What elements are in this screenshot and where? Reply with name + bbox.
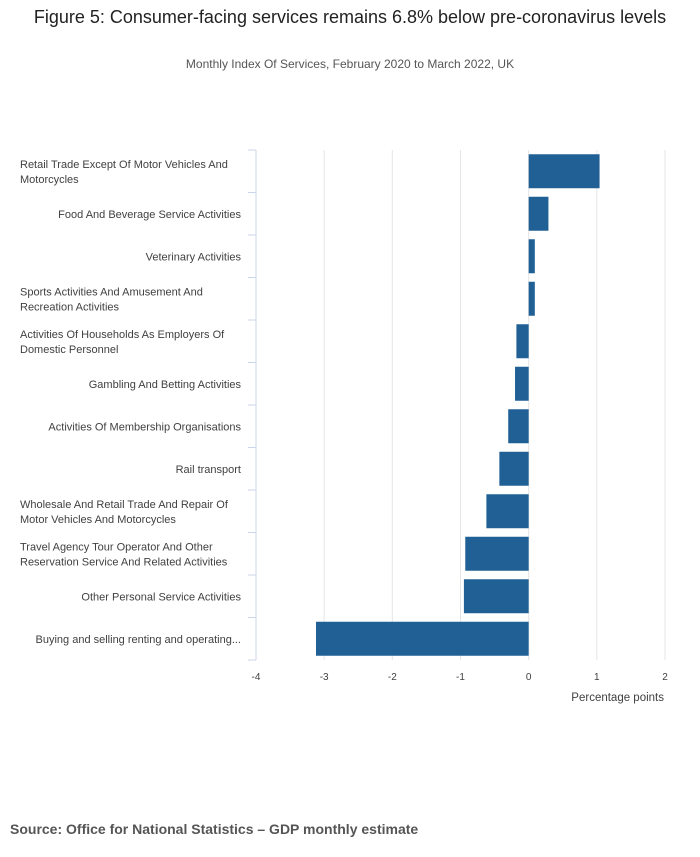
category-labels: Retail Trade Except Of Motor Vehicles An… — [20, 159, 241, 646]
category-label: Veterinary Activities — [146, 251, 242, 263]
category-label: Food And Beverage Service Activities — [58, 209, 241, 221]
bar — [465, 536, 529, 571]
category-label-line: Recreation Activities — [20, 301, 120, 313]
x-tick-label: -2 — [388, 672, 397, 683]
category-label: Other Personal Service Activities — [81, 591, 241, 603]
category-label: Retail Trade Except Of Motor Vehicles An… — [20, 159, 228, 186]
bars — [315, 154, 600, 656]
chart-title: Figure 5: Consumer-facing services remai… — [33, 7, 667, 27]
bar — [528, 239, 535, 274]
chart-subtitle: Monthly Index Of Services, February 2020… — [185, 57, 515, 71]
x-axis-title: Percentage points — [571, 692, 664, 704]
bar — [515, 366, 529, 401]
category-label: Activities Of Households As Employers Of… — [20, 329, 225, 356]
category-label: Gambling And Betting Activities — [89, 379, 242, 391]
category-label-line: Retail Trade Except Of Motor Vehicles An… — [20, 159, 228, 171]
category-label: Sports Activities And Amusement And Recre… — [20, 286, 203, 313]
bar — [499, 451, 529, 486]
category-label: Buying and selling renting and operating… — [36, 634, 241, 646]
bar-chart: Retail Trade Except Of Motor Vehicles An… — [20, 149, 669, 704]
x-tick-label: -1 — [456, 672, 465, 683]
x-tick-label: 0 — [526, 672, 532, 683]
gridlines — [323, 150, 666, 660]
bar — [516, 324, 529, 359]
category-label-line: Food And Beverage Service Activities — [58, 209, 241, 221]
category-label: Activities Of Membership Organisations — [48, 421, 241, 433]
category-label-line: Veterinary Activities — [146, 251, 242, 263]
category-label-line: Rail transport — [176, 464, 241, 476]
bar — [463, 579, 529, 614]
category-label-line: Gambling And Betting Activities — [89, 379, 242, 391]
category-label: Rail transport — [176, 464, 241, 476]
bar — [486, 494, 529, 529]
x-axis-ticks: -4 -3 -2 -1 0 1 2 — [252, 672, 669, 683]
category-label-line: Buying and selling renting and operating… — [36, 634, 241, 646]
category-label-line: Travel Agency Tour Operator And Other — [20, 541, 213, 553]
category-axis — [248, 149, 257, 661]
source-note: Source: Office for National Statistics –… — [10, 821, 419, 837]
category-label-line: Domestic Personnel — [20, 344, 118, 356]
bar — [315, 621, 529, 656]
bar — [508, 409, 529, 444]
category-label: Wholesale And Retail Trade And Repair Of… — [20, 499, 229, 526]
category-label-line: Motorcycles — [20, 174, 79, 186]
bar — [528, 154, 600, 189]
category-label-line: Sports Activities And Amusement And — [20, 286, 203, 298]
category-label-line: Other Personal Service Activities — [81, 591, 241, 603]
x-tick-label: 1 — [594, 672, 600, 683]
x-tick-label: 2 — [662, 672, 668, 683]
bar — [528, 281, 535, 316]
x-tick-label: -3 — [320, 672, 329, 683]
category-label-line: Activities Of Households As Employers Of — [20, 329, 225, 341]
bar — [528, 196, 549, 231]
x-tick-label: -4 — [252, 672, 261, 683]
category-label-line: Wholesale And Retail Trade And Repair Of — [20, 499, 229, 511]
category-label-line: Reservation Service And Related Activiti… — [20, 556, 228, 568]
category-label-line: Motor Vehicles And Motorcycles — [20, 514, 176, 526]
category-label: Travel Agency Tour Operator And Other Res… — [20, 541, 228, 568]
category-label-line: Activities Of Membership Organisations — [48, 421, 241, 433]
